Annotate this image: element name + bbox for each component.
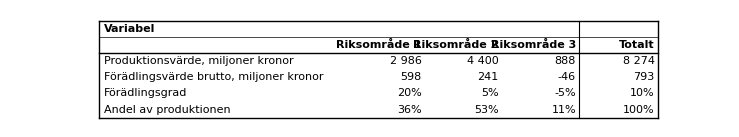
Text: 793: 793 — [633, 72, 655, 82]
Text: 2 986: 2 986 — [389, 56, 422, 66]
Text: Andel av produktionen: Andel av produktionen — [103, 105, 231, 115]
Text: 36%: 36% — [397, 105, 422, 115]
Text: -5%: -5% — [554, 89, 576, 99]
Text: Totalt: Totalt — [619, 40, 655, 50]
Text: Riksområde 1: Riksområde 1 — [336, 40, 422, 50]
Text: 4 400: 4 400 — [467, 56, 499, 66]
Text: Förädlingsvärde brutto, miljoner kronor: Förädlingsvärde brutto, miljoner kronor — [103, 72, 324, 82]
Text: 100%: 100% — [623, 105, 655, 115]
Text: Produktionsvärde, miljoner kronor: Produktionsvärde, miljoner kronor — [103, 56, 293, 66]
Text: Riksområde 2: Riksområde 2 — [413, 40, 499, 50]
Text: Förädlingsgrad: Förädlingsgrad — [103, 89, 187, 99]
Text: 11%: 11% — [551, 105, 576, 115]
Text: -46: -46 — [558, 72, 576, 82]
Text: 241: 241 — [477, 72, 499, 82]
Text: 53%: 53% — [474, 105, 499, 115]
Text: 10%: 10% — [630, 89, 655, 99]
Text: Variabel: Variabel — [103, 24, 155, 34]
Text: 5%: 5% — [481, 89, 499, 99]
Text: Riksområde 3: Riksområde 3 — [491, 40, 576, 50]
Text: 888: 888 — [554, 56, 576, 66]
Text: 598: 598 — [401, 72, 422, 82]
Text: 8 274: 8 274 — [623, 56, 655, 66]
Text: 20%: 20% — [397, 89, 422, 99]
